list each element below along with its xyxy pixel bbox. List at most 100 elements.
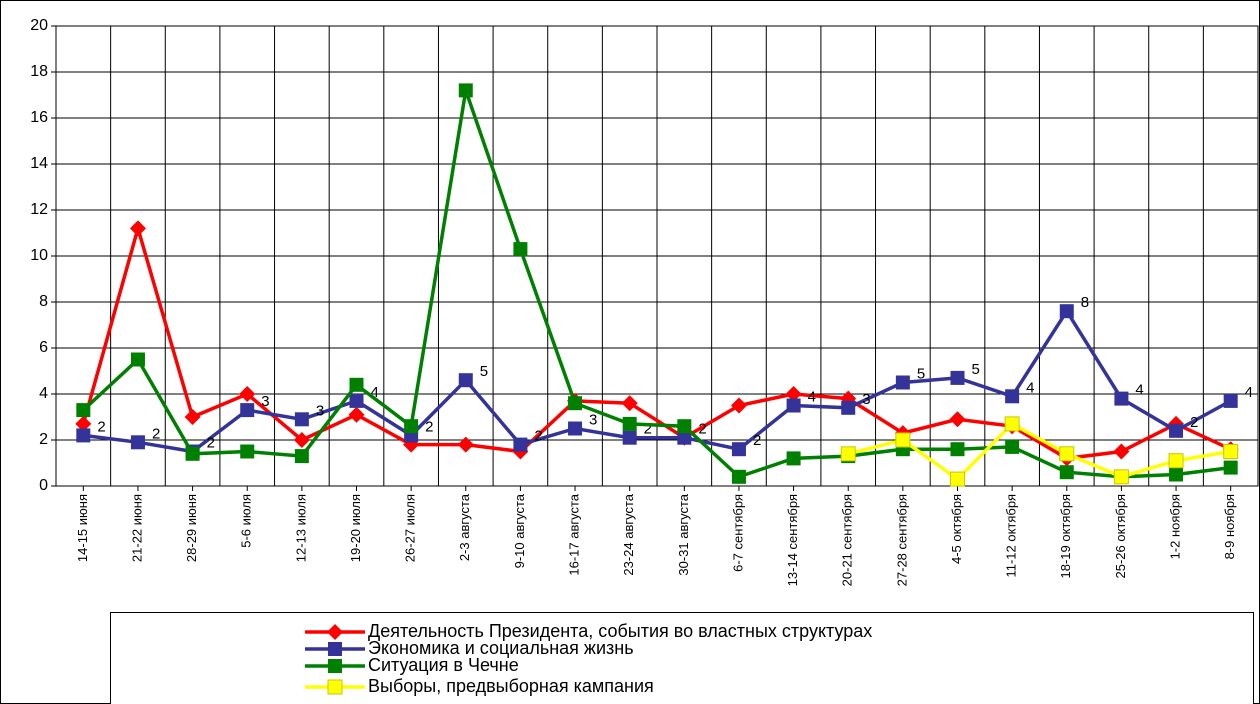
marker: [184, 409, 201, 425]
data-label: 2: [207, 434, 215, 451]
marker: [458, 373, 473, 388]
marker: [293, 432, 310, 448]
marker: [294, 449, 309, 464]
data-label: 2: [534, 428, 542, 445]
x-tick-label: 18-19 октября: [1058, 494, 1073, 579]
legend-label: Ситуация в Чечне: [368, 655, 519, 675]
x-tick-label: 13-14 сентября: [785, 494, 800, 586]
marker: [785, 386, 802, 402]
y-tick-label: 12: [30, 201, 48, 218]
marker: [348, 406, 365, 423]
x-tick-label: 21-22 июня: [129, 494, 144, 562]
data-label: 2: [753, 432, 761, 449]
x-tick-label: 11-12 октября: [1004, 494, 1019, 578]
data-label: 2: [97, 418, 105, 435]
y-tick-label: 14: [30, 155, 48, 172]
marker: [349, 393, 364, 408]
marker: [1223, 393, 1238, 408]
x-tick-label: 12-13 июля: [293, 494, 308, 562]
data-label: 3: [261, 393, 269, 410]
x-tick-label: 23-24 августа: [621, 493, 636, 575]
marker: [185, 446, 200, 461]
data-label: 4: [1026, 379, 1034, 396]
data-label: 2: [152, 425, 160, 442]
x-tick-label: 4-5 октября: [949, 494, 964, 564]
marker: [240, 403, 255, 418]
data-label: 4: [808, 388, 816, 405]
data-label: 4: [1245, 384, 1253, 401]
data-label: 2: [1190, 414, 1198, 431]
marker: [895, 432, 911, 448]
data-label: 2: [425, 418, 433, 435]
x-tick-label: 30-31 августа: [676, 493, 691, 575]
marker: [950, 370, 965, 385]
marker: [240, 444, 255, 459]
marker: [840, 446, 856, 462]
marker: [895, 375, 910, 390]
data-label: 5: [917, 365, 925, 382]
y-tick-label: 6: [39, 339, 48, 356]
y-tick-label: 2: [39, 431, 48, 448]
x-tick-label: 9-10 августа: [512, 493, 527, 568]
data-label: 3: [316, 402, 324, 419]
x-tick-label: 2-3 августа: [457, 493, 472, 561]
marker: [457, 436, 474, 453]
marker: [786, 398, 801, 413]
marker: [130, 435, 145, 450]
marker: [1223, 460, 1238, 475]
marker: [622, 416, 637, 431]
data-label: 2: [698, 421, 706, 438]
marker: [1005, 389, 1020, 404]
marker: [568, 421, 583, 436]
marker: [349, 377, 364, 392]
marker: [76, 428, 91, 443]
y-tick-label: 10: [30, 247, 48, 264]
legend-label: Выборы, предвыборная кампания: [368, 676, 654, 696]
marker: [730, 397, 747, 414]
marker: [731, 469, 746, 484]
y-tick-label: 8: [39, 293, 48, 310]
marker: [677, 430, 692, 445]
y-tick-label: 18: [30, 63, 48, 80]
marker: [458, 83, 473, 98]
data-label: 3: [862, 391, 870, 408]
marker: [76, 403, 91, 418]
y-tick-label: 4: [39, 385, 48, 402]
marker: [841, 400, 856, 415]
marker: [328, 642, 342, 656]
series-line: [847, 421, 1231, 482]
marker: [731, 442, 746, 457]
data-label: 3: [589, 411, 597, 428]
marker: [1005, 439, 1020, 454]
marker: [677, 419, 692, 434]
marker: [327, 679, 343, 695]
marker: [1059, 446, 1075, 462]
x-tick-label: 20-21 сентября: [840, 494, 855, 586]
marker: [513, 242, 528, 257]
marker: [1113, 469, 1129, 485]
x-tick-label: 19-20 июля: [348, 494, 363, 562]
data-label: 2: [644, 421, 652, 438]
x-tick-label: 26-27 июля: [403, 494, 418, 562]
marker: [513, 437, 528, 452]
marker: [950, 471, 965, 487]
data-label: 4: [371, 384, 379, 401]
marker: [1113, 443, 1130, 460]
marker: [404, 419, 419, 434]
marker: [239, 386, 256, 402]
legend-label: Деятельность Президента, события во влас…: [368, 621, 872, 641]
x-tick-label: 25-26 октября: [1113, 494, 1128, 579]
marker: [75, 415, 92, 432]
y-tick-label: 0: [39, 477, 48, 494]
series-line: [81, 222, 1232, 461]
marker: [328, 659, 342, 673]
marker: [129, 220, 146, 237]
x-tick-label: 8-9 ноября: [1222, 494, 1237, 559]
x-tick-label: 28-29 июня: [184, 494, 199, 562]
legend-box: [110, 612, 1254, 704]
marker: [1223, 444, 1239, 459]
marker: [1168, 453, 1184, 469]
marker: [130, 352, 145, 367]
